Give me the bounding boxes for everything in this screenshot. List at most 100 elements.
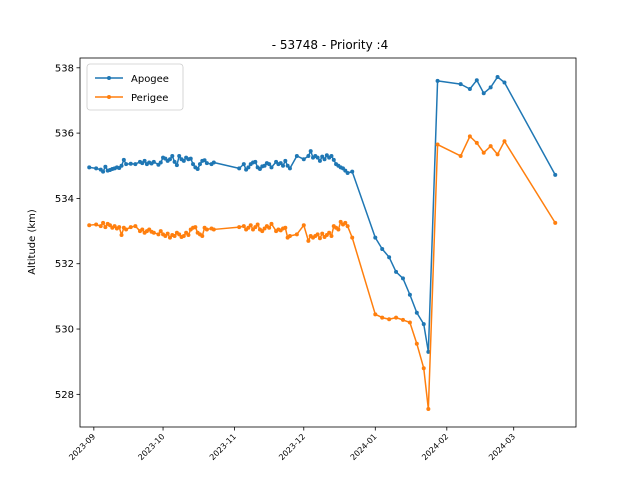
data-point-apogee: [191, 162, 196, 167]
data-point-apogee: [181, 158, 186, 163]
data-point-perigee: [343, 220, 348, 225]
data-point-apogee: [283, 158, 288, 163]
legend-label-perigee: Perigee: [131, 93, 168, 104]
y-axis-label: Altitude (km): [27, 209, 38, 275]
data-point-apogee: [285, 163, 290, 168]
data-point-apogee: [407, 292, 412, 297]
data-point-perigee: [204, 227, 209, 232]
legend-marker-apogee: [107, 76, 111, 80]
data-point-apogee: [481, 91, 486, 96]
data-point-perigee: [315, 232, 320, 237]
data-point-apogee: [287, 166, 292, 171]
data-point-apogee: [426, 349, 431, 354]
data-point-perigee: [181, 233, 186, 238]
legend: Apogee Perigee: [86, 63, 184, 111]
data-point-apogee: [495, 74, 500, 79]
data-point-perigee: [327, 230, 332, 235]
data-point-apogee: [197, 162, 202, 167]
data-point-apogee: [553, 172, 558, 177]
data-point-perigee: [87, 223, 92, 228]
data-point-perigee: [317, 236, 322, 241]
data-point-perigee: [151, 230, 156, 235]
data-point-perigee: [260, 229, 265, 234]
y-tick-label: 530: [55, 325, 74, 336]
data-point-perigee: [117, 225, 122, 230]
data-point-apogee: [253, 159, 258, 164]
data-point-perigee: [373, 312, 378, 317]
data-point-perigee: [165, 231, 170, 236]
data-point-apogee: [373, 235, 378, 240]
data-point-perigee: [119, 232, 124, 237]
data-point-apogee: [151, 159, 156, 164]
data-point-perigee: [421, 366, 426, 371]
data-point-perigee: [320, 231, 325, 236]
data-point-apogee: [306, 153, 311, 158]
data-point-apogee: [124, 162, 129, 167]
data-point-apogee: [435, 78, 440, 83]
data-point-perigee: [211, 227, 216, 232]
data-point-perigee: [387, 317, 392, 322]
data-point-perigee: [502, 139, 507, 144]
data-point-apogee: [458, 82, 463, 87]
y-tick-label: 534: [55, 194, 74, 205]
data-point-apogee: [421, 322, 426, 327]
data-point-perigee: [553, 220, 558, 225]
legend-label-apogee: Apogee: [131, 74, 169, 85]
data-point-perigee: [329, 233, 334, 238]
data-point-apogee: [322, 157, 327, 162]
y-tick-label: 536: [55, 129, 74, 140]
data-point-apogee: [177, 153, 182, 158]
data-point-apogee: [301, 157, 306, 162]
data-point-perigee: [267, 225, 272, 230]
data-point-perigee: [140, 227, 145, 232]
data-point-apogee: [128, 161, 133, 166]
data-point-perigee: [269, 221, 274, 226]
data-point-perigee: [94, 222, 99, 227]
data-point-perigee: [345, 224, 350, 229]
data-point-perigee: [124, 227, 129, 232]
legend-box: [86, 63, 184, 111]
data-point-apogee: [502, 80, 507, 85]
data-point-perigee: [400, 317, 405, 322]
series-perigee: [87, 134, 558, 412]
plot-area: [87, 74, 558, 412]
data-point-perigee: [426, 407, 431, 412]
data-point-perigee: [488, 144, 493, 149]
data-point-perigee: [156, 232, 161, 237]
data-point-perigee: [101, 220, 106, 225]
data-point-apogee: [94, 166, 99, 171]
legend-marker-perigee: [107, 95, 111, 99]
data-point-apogee: [121, 157, 126, 162]
data-point-apogee: [387, 255, 392, 260]
data-point-perigee: [467, 134, 472, 139]
data-point-apogee: [237, 166, 242, 171]
data-point-apogee: [170, 153, 175, 158]
data-point-apogee: [269, 165, 274, 170]
data-point-perigee: [253, 225, 258, 230]
data-point-apogee: [474, 78, 479, 83]
data-point-perigee: [193, 225, 198, 230]
data-point-perigee: [380, 315, 385, 320]
data-point-apogee: [87, 165, 92, 170]
data-point-perigee: [186, 232, 191, 237]
data-point-perigee: [248, 223, 253, 228]
data-point-apogee: [101, 169, 106, 174]
data-point-perigee: [458, 153, 463, 158]
data-point-apogee: [488, 85, 493, 90]
data-point-perigee: [394, 315, 399, 320]
data-point-perigee: [336, 227, 341, 232]
data-point-apogee: [167, 157, 172, 162]
data-point-perigee: [107, 223, 112, 228]
data-point-apogee: [467, 87, 472, 92]
data-point-perigee: [237, 225, 242, 230]
data-point-perigee: [246, 225, 251, 230]
series-apogee: [87, 74, 558, 354]
data-point-perigee: [158, 229, 163, 234]
data-point-perigee: [306, 238, 311, 243]
data-point-apogee: [174, 163, 179, 168]
data-point-apogee: [195, 167, 200, 172]
data-point-perigee: [338, 219, 343, 224]
data-point-apogee: [246, 165, 251, 170]
data-point-perigee: [301, 223, 306, 228]
data-point-perigee: [283, 225, 288, 230]
